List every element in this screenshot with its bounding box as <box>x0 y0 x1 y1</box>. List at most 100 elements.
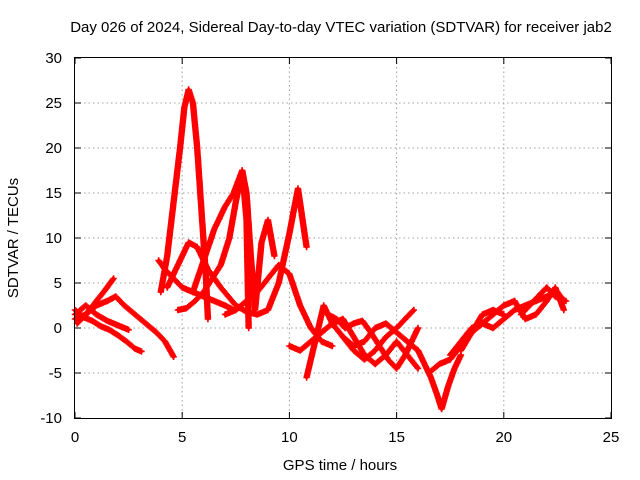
data-point <box>234 200 238 204</box>
data-point <box>412 335 416 339</box>
data-point <box>491 308 495 312</box>
data-point <box>545 299 549 303</box>
data-point <box>157 258 161 263</box>
data-point <box>180 285 184 290</box>
data-point <box>395 366 399 371</box>
data-point <box>272 254 276 258</box>
series-arc-4 <box>71 302 132 333</box>
data-point <box>154 330 159 335</box>
data-point <box>536 294 540 299</box>
data-point <box>403 317 407 321</box>
series-arc-10 <box>221 261 336 350</box>
data-point <box>176 263 180 267</box>
data-point <box>266 276 270 281</box>
y-tick-label: -5 <box>49 365 62 382</box>
data-point <box>90 319 94 323</box>
data-point <box>178 146 182 150</box>
data-point <box>326 312 330 317</box>
data-point <box>446 384 450 389</box>
series-arc-9 <box>174 167 252 332</box>
data-point <box>384 321 388 326</box>
y-tick-label: 10 <box>45 230 62 247</box>
data-point <box>429 375 433 380</box>
data-point <box>223 303 227 308</box>
data-point <box>545 285 549 290</box>
data-point <box>184 306 189 310</box>
data-point <box>223 204 227 209</box>
data-point <box>191 101 195 105</box>
data-point <box>259 240 264 245</box>
data-point <box>491 326 495 330</box>
data-point <box>296 186 300 191</box>
data-point <box>116 323 120 327</box>
data-point <box>352 335 356 339</box>
data-point <box>373 362 377 366</box>
data-point <box>304 245 309 249</box>
data-point <box>422 362 427 366</box>
data-point <box>94 299 99 303</box>
grid <box>75 58 611 418</box>
data-point <box>384 335 388 339</box>
data-point <box>227 236 231 240</box>
data-point <box>139 349 144 353</box>
data-point <box>210 276 214 281</box>
series-arc-5 <box>157 86 212 323</box>
data-point <box>212 299 216 303</box>
x-axis-label: GPS time / hours <box>283 457 397 474</box>
data-point <box>322 303 326 308</box>
data-point <box>165 285 169 290</box>
data-point <box>373 348 377 353</box>
data-point <box>377 344 382 348</box>
series-arc-19 <box>511 284 567 323</box>
data-point <box>502 317 506 321</box>
x-tick-label: 15 <box>388 429 405 446</box>
y-tick-label: 15 <box>45 185 62 202</box>
data-point <box>416 348 420 353</box>
data-point <box>395 339 399 344</box>
data-point-marks <box>511 284 567 323</box>
y-tick-label: 0 <box>54 320 62 337</box>
data-point <box>206 317 210 321</box>
data-point <box>341 317 345 321</box>
series-arc-20 <box>517 284 570 318</box>
data-markers <box>71 86 570 413</box>
data-point <box>287 344 291 348</box>
data-point <box>287 272 291 276</box>
data-point <box>277 281 281 285</box>
data-point <box>562 308 566 312</box>
data-point <box>195 146 199 150</box>
data-point <box>405 339 409 344</box>
data-point <box>212 227 216 231</box>
data-point <box>266 308 270 312</box>
data-point <box>435 393 439 398</box>
data-point <box>313 339 317 344</box>
data-point <box>103 288 107 292</box>
data-point <box>480 321 484 326</box>
data-point <box>360 319 364 323</box>
data-point <box>122 303 126 308</box>
x-tick-label: 20 <box>495 429 512 446</box>
data-point <box>553 294 557 299</box>
data-point <box>255 290 259 294</box>
data-point <box>334 317 339 321</box>
data-point <box>234 308 238 312</box>
y-tick-label: 30 <box>45 50 62 67</box>
data-point <box>395 330 399 335</box>
data-point <box>163 339 167 344</box>
data-point <box>534 312 538 317</box>
data-point <box>512 308 517 312</box>
x-tick-label: 5 <box>178 429 186 446</box>
series-arc-14 <box>339 320 422 354</box>
data-point <box>416 366 420 371</box>
data-point <box>527 303 532 308</box>
data-point <box>116 333 120 337</box>
data-point <box>287 231 291 236</box>
data-point <box>94 312 99 317</box>
data-point <box>133 347 137 351</box>
data-point <box>352 321 356 326</box>
y-axis-label: SDTVAR / TECUs <box>5 178 22 298</box>
series-arc-7 <box>155 257 237 314</box>
data-point <box>330 344 334 348</box>
data-point <box>319 339 324 344</box>
y-tick-label: 25 <box>45 95 62 112</box>
